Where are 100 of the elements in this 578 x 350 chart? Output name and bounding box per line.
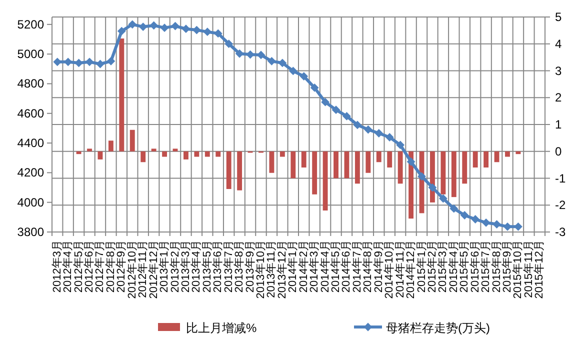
point [471,215,480,224]
bar [472,151,478,168]
x-tick-label: 2013年4月 [190,240,203,293]
bar [76,151,82,154]
y2-tick-label: 5 [555,10,562,24]
bar [162,151,167,157]
bar [290,151,296,178]
bar [184,151,188,160]
x-tick-label: 2014年3月 [308,240,321,293]
x-tick-label: 2014年4月 [319,240,332,293]
point [278,58,287,68]
point [117,26,126,36]
x-tick-label: 2012年9月 [116,240,128,293]
point [385,133,394,142]
point [418,172,426,181]
x-tick-label: 2014年6月 [340,240,353,293]
bar [334,151,338,178]
bar [194,151,200,157]
legend-label: 母猪栏存走势(万头) [386,321,490,335]
point [246,50,254,59]
point [342,112,351,120]
point [138,22,148,31]
x-tick-label: 2013年1月 [158,240,171,293]
bar [398,151,403,184]
x-tick-label: 2013年6月 [212,240,224,293]
x-tick-label: 2014年11月 [394,240,406,298]
x-tick-label: 2012年12月 [148,240,160,299]
x-tick-label: 2015年7月 [480,240,492,293]
bar [484,151,489,168]
x-tick-label: 2012年5月 [72,240,85,293]
point [396,140,405,150]
y-tick-label: 3800 [17,225,44,239]
y2-tick-label: -3 [555,225,566,239]
point [300,72,308,81]
point [406,158,416,166]
x-tick-label: 2015年5月 [458,240,471,293]
point [224,40,234,48]
bar [119,38,124,152]
bar [505,151,510,157]
x-tick-label: 2012年8月 [104,240,117,293]
x-tick-label: 2013年10月 [254,240,267,299]
point [321,98,330,106]
x-tick-label: 2013年12月 [276,240,288,299]
point [353,120,362,130]
x-tick-label: 2014年9月 [372,240,385,293]
x-tick-label: 2015年4月 [448,240,460,293]
bar [312,151,318,194]
x-tick-label: 2014年1月 [287,240,300,293]
bar [151,148,156,152]
x-tick-label: 2013年8月 [234,240,246,293]
y2-tick-label: 1 [555,118,562,132]
bar [451,151,456,198]
point [203,28,212,36]
y-tick-label: 4000 [17,195,44,210]
y2-tick-label: 0 [555,144,562,158]
point [374,129,384,138]
y-tick-label: 4800 [17,76,44,91]
bar [366,151,371,173]
bar [387,151,392,168]
x-tick-label: 2014年10月 [384,240,396,299]
bar [226,151,232,189]
x-tick-label: 2013年2月 [169,240,182,293]
x-tick-label: 2014年2月 [298,240,310,293]
point [450,204,458,213]
point [74,58,83,68]
x-tick-label: 2012年3月 [51,240,64,293]
point [332,106,340,114]
bar [269,151,274,173]
x-tick-label: 2013年7月 [222,240,235,293]
bar [237,151,242,190]
bar [344,151,350,178]
point [96,60,104,68]
y-tick-label: 5200 [17,17,44,32]
bar [462,151,468,184]
bar [322,151,328,210]
point [460,211,469,220]
y-tick-label: 4200 [17,166,44,180]
x-tick-label: 2012年10月 [126,240,138,299]
point [160,24,169,32]
y-tick-label: 4400 [17,136,44,150]
x-tick-label: 2015年1月 [416,240,428,293]
x-tick-label: 2014年12月 [405,240,418,299]
bar [516,151,521,154]
bar [108,140,114,152]
point [310,84,319,92]
point [514,222,522,231]
point [482,218,490,227]
point [150,21,158,30]
bar [204,151,210,157]
point [182,24,190,34]
y-tick-label: 5000 [17,47,44,62]
bar [440,151,446,194]
point [106,56,116,66]
x-tick-label: 2012年7月 [94,240,106,293]
point [428,183,437,192]
point [438,194,448,203]
bar [216,151,221,157]
bar [130,130,135,152]
point [85,58,94,66]
point [128,20,137,29]
